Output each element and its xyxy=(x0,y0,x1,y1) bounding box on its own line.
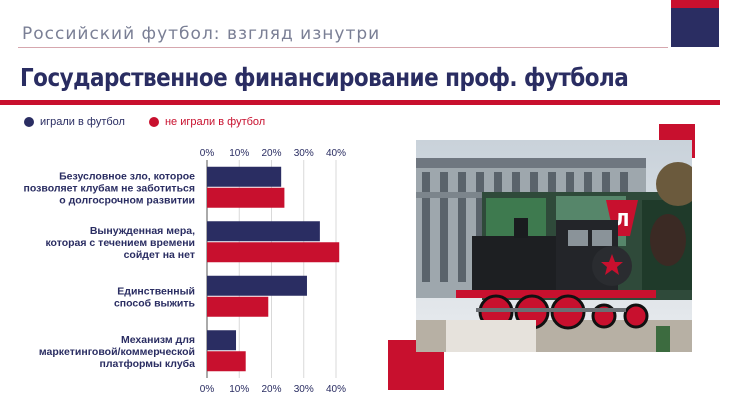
photo-illustration: Л xyxy=(416,140,692,352)
legend-label-played: играли в футбол xyxy=(40,116,125,128)
category-label: Механизм для маркетинговой/коммерческой пл… xyxy=(39,334,195,370)
legend-dot-not-played xyxy=(148,117,159,127)
bar-not-played xyxy=(207,296,269,317)
bar-played xyxy=(207,166,282,187)
deck-title: Российский футбол: взгляд изнутри xyxy=(22,24,381,44)
category-label: Безусловное зло, которое позволяет клубам… xyxy=(24,170,196,206)
tick-label-bottom: 40% xyxy=(326,384,346,395)
tick-label-top: 20% xyxy=(261,148,281,159)
bar-not-played xyxy=(207,242,340,263)
category-label-line: сойдет на нет xyxy=(124,249,195,261)
corner-accent-stripe xyxy=(671,0,719,8)
category-label: Единственный способ выжить xyxy=(114,285,196,309)
bar-played xyxy=(207,330,237,351)
tick-label-bottom: 0% xyxy=(200,384,215,395)
legend-label-not-played: не играли в футбол xyxy=(164,116,266,128)
title-rule xyxy=(0,100,720,105)
category-label-line: которая с течением времени xyxy=(45,237,195,249)
category-label-line: маркетинговой/коммерческой xyxy=(39,346,195,358)
tick-label-bottom: 30% xyxy=(294,384,314,395)
legend-item-played: играли в футбол xyxy=(24,116,125,128)
category-label-line: о долгосрочном развитии xyxy=(59,194,195,206)
locomotive-photo: Л xyxy=(416,140,692,352)
legend-dot-played xyxy=(24,117,34,127)
bar-not-played xyxy=(207,351,246,372)
tick-label-top: 10% xyxy=(229,148,249,159)
category-label-line: Механизм для xyxy=(121,334,195,346)
bar-played xyxy=(207,275,307,296)
category-label-line: Безусловное зло, которое xyxy=(59,170,195,182)
category-label-line: позволяет клубам не заботиться xyxy=(24,182,195,194)
chart-legend: играли в футбол не играли в футбол xyxy=(24,116,265,128)
category-label-line: Единственный xyxy=(117,285,195,297)
tick-label-bottom: 10% xyxy=(229,384,249,395)
tick-label-top: 0% xyxy=(200,148,215,159)
tick-label-top: 40% xyxy=(326,148,346,159)
svg-text:Л: Л xyxy=(615,210,630,231)
tick-label-top: 30% xyxy=(294,148,314,159)
category-label: Вынужденная мера, которая с течением врем… xyxy=(45,225,195,261)
bar-played xyxy=(207,221,320,242)
legend-item-not-played: не играли в футбол xyxy=(148,116,266,128)
category-label-line: способ выжить xyxy=(114,297,196,309)
category-label-line: Вынужденная мера, xyxy=(90,225,195,237)
tick-label-bottom: 20% xyxy=(261,384,281,395)
header-divider xyxy=(18,47,668,48)
bar-not-played xyxy=(207,187,285,208)
slide-title: Государственное финансирование проф. фут… xyxy=(20,63,629,92)
category-label-line: платформы клуба xyxy=(100,358,196,370)
